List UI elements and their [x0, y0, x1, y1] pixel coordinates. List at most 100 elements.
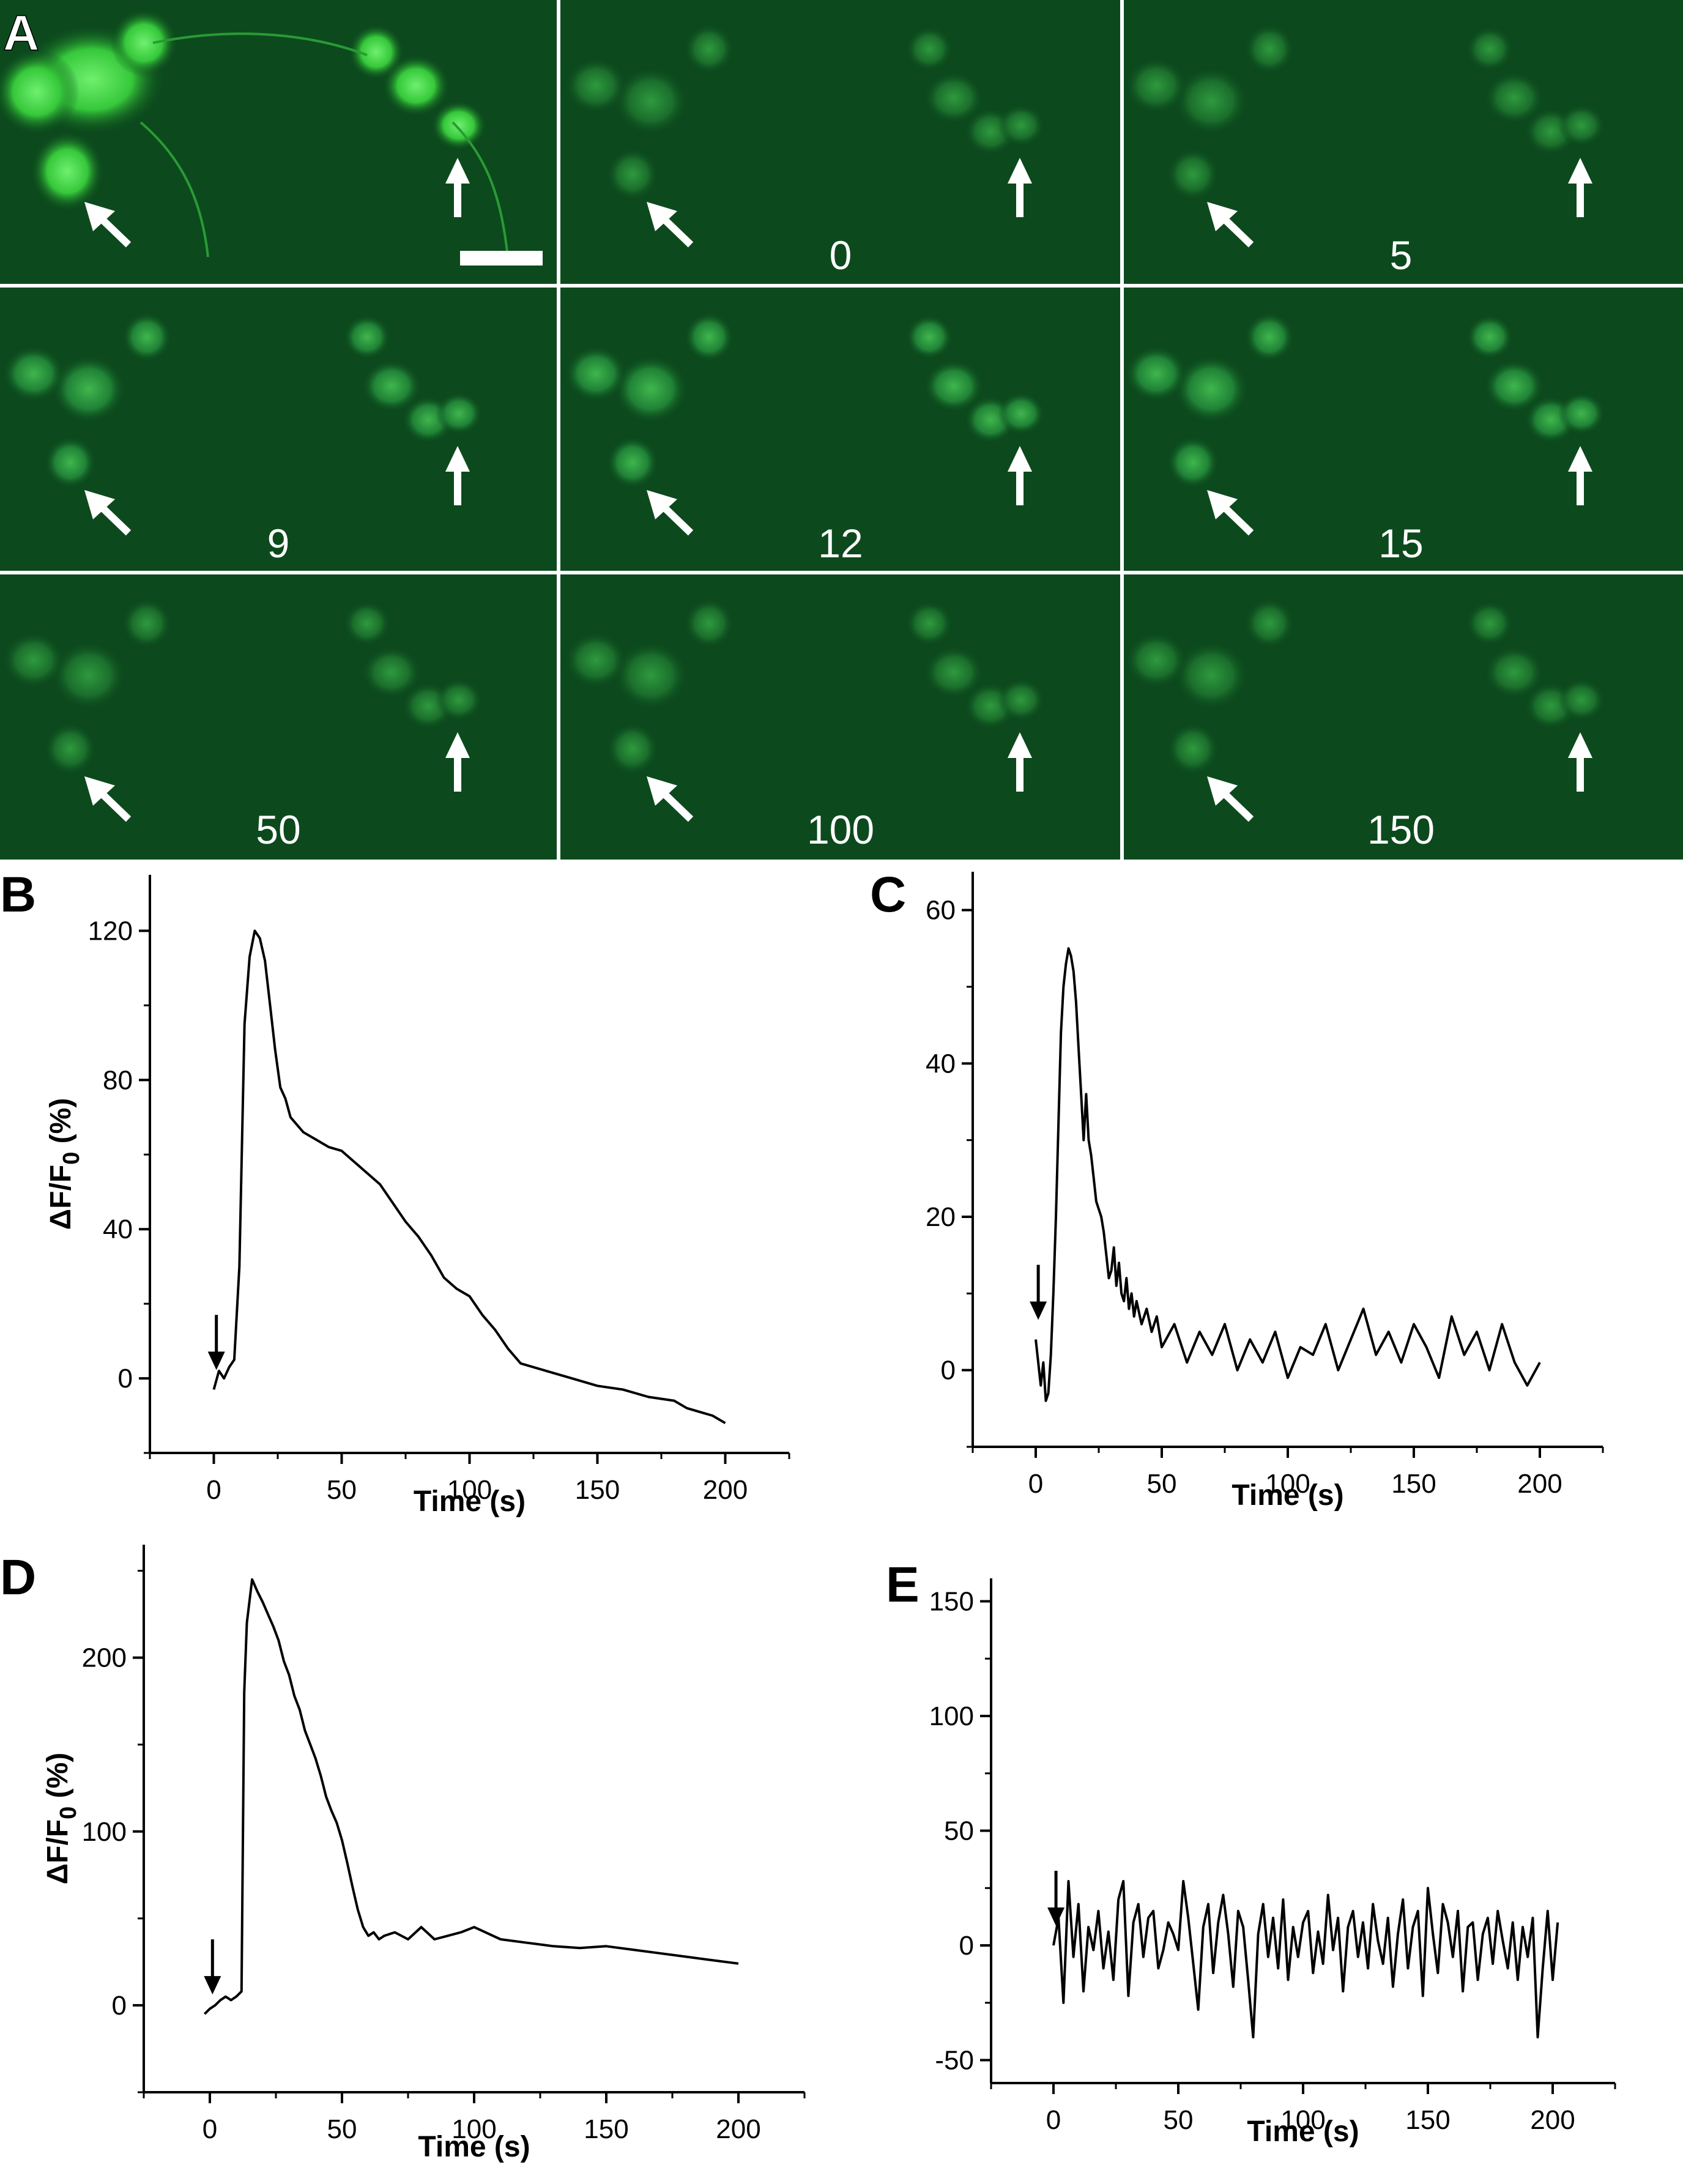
frame-tile-9: 150: [1126, 599, 1605, 852]
arrow-icon: [647, 732, 1032, 822]
cell-body: [685, 313, 734, 362]
x-tick-label: 0: [202, 2114, 217, 2144]
cell-body: [924, 72, 983, 124]
x-tick-label: 100: [451, 2114, 496, 2144]
y-tick-label: 0: [959, 1931, 974, 1961]
frame-time-label: 12: [818, 521, 863, 566]
cell-body: [1167, 149, 1219, 200]
cell-body: [1485, 647, 1544, 698]
y-tick-label: 40: [103, 1214, 133, 1244]
x-tick-label: 50: [327, 1475, 357, 1505]
y-tick-label: 0: [941, 1356, 956, 1386]
panel-label-c: C: [870, 867, 906, 923]
montage-grid-lines: [0, 0, 1683, 860]
x-axis-label: Time (s): [418, 2131, 530, 2163]
x-tick-label: 100: [447, 1475, 492, 1505]
series-line: [203, 1578, 739, 2015]
y-tick-label: 20: [926, 1202, 956, 1232]
cell-body: [1558, 393, 1605, 434]
cell-body: [1466, 27, 1513, 71]
x-tick-label: 100: [1280, 2105, 1325, 2135]
cell-body: [998, 105, 1044, 146]
frame-tile-2: 0: [565, 24, 1044, 278]
cell-body: [565, 346, 626, 401]
series-line: [1035, 947, 1541, 1402]
cell-body: [998, 393, 1044, 434]
x-tick-label: 200: [716, 2114, 760, 2144]
cell-body: [3, 346, 64, 401]
x-axis-label: Time (s): [414, 1485, 526, 1518]
y-tick-label: 120: [88, 916, 133, 946]
arrow-icon: [1207, 446, 1592, 536]
x-tick-label: 150: [1405, 2105, 1450, 2135]
y-tick-label: 80: [103, 1065, 133, 1095]
y-tick-label: 60: [926, 896, 956, 926]
cell-body: [1245, 599, 1294, 648]
cell-body: [110, 9, 177, 76]
chart-panel-b: 0 50 100 150 200 0 40 80 120 Time (s) ΔF/F0 (%): [45, 875, 790, 1518]
x-tick-label: 0: [206, 1475, 221, 1505]
cell-body: [122, 599, 171, 648]
arrow-icon: [1207, 158, 1592, 248]
cell-body: [3, 633, 64, 688]
frame-tile-1: [0, 9, 543, 266]
stimulus-arrow-icon: [207, 1315, 225, 1370]
cell-body: [1466, 601, 1513, 645]
cell-body: [344, 601, 390, 645]
chart-panel-d: 0 50 100 150 200 0 100 200 Time (s) ΔF/F0 (%): [42, 1545, 806, 2163]
cell-body: [0, 49, 80, 135]
frame-tile-7: 50: [3, 599, 482, 852]
arrow-icon: [647, 446, 1032, 536]
cell-body: [1175, 67, 1248, 135]
y-axis-label: ΔF/F0 (%): [45, 1098, 84, 1230]
panel-label-a: A: [3, 6, 39, 61]
frame-tile-8: 100: [565, 599, 1044, 852]
panel-label-d: D: [0, 1550, 36, 1605]
x-tick-label: 200: [1517, 1469, 1562, 1499]
cell-body: [362, 647, 421, 698]
cell-body: [1245, 313, 1294, 362]
cell-body: [607, 149, 658, 200]
cell-body: [924, 647, 983, 698]
stimulus-arrow-icon: [1030, 1265, 1047, 1320]
cell-body: [1485, 360, 1544, 412]
cell-body: [1175, 642, 1248, 709]
cell-body: [685, 24, 734, 73]
cell-body: [614, 67, 688, 135]
cell-body: [607, 437, 658, 488]
stimulus-arrow-icon: [204, 1939, 221, 1995]
x-tick-label: 150: [584, 2114, 628, 2144]
y-tick-label: 40: [926, 1049, 956, 1079]
cell-body: [45, 723, 96, 774]
x-tick-label: 150: [575, 1475, 620, 1505]
series-line: [1052, 1880, 1559, 2038]
x-tick-label: 0: [1028, 1469, 1043, 1499]
chart-panel-c: 0 50 100 150 200 0 20 40 60 Time (s): [926, 872, 1604, 1512]
frame-time-label: 50: [256, 807, 300, 852]
cell-body: [31, 132, 104, 211]
cell-body: [1558, 105, 1605, 146]
cell-body: [906, 601, 953, 645]
x-tick-label: 50: [1164, 2105, 1194, 2135]
panel-a-montage: 0 5 9 12 15 50 100 150 A: [0, 0, 1683, 860]
cell-body: [1167, 723, 1219, 774]
series-line: [212, 929, 726, 1424]
cell-body: [45, 437, 96, 488]
frame-time-label: 15: [1378, 521, 1423, 566]
x-tick-label: 50: [1147, 1469, 1177, 1499]
cell-body: [52, 642, 125, 709]
x-tick-label: 150: [1391, 1469, 1436, 1499]
cell-body: [1175, 355, 1248, 423]
x-tick-label: 200: [1530, 2105, 1575, 2135]
x-axis-label: Time (s): [1232, 1479, 1343, 1512]
x-tick-label: 50: [327, 2114, 357, 2144]
panel-label-e: E: [886, 1557, 920, 1613]
frame-time-label: 5: [1390, 232, 1413, 278]
frame-tile-6: 15: [1126, 313, 1605, 566]
cell-body: [344, 315, 390, 359]
frame-tile-5: 12: [565, 313, 1044, 566]
chart-panel-e: 0 50 100 150 200 -50 0 50 100 150 Time (s): [929, 1578, 1616, 2148]
cell-body: [998, 679, 1044, 721]
